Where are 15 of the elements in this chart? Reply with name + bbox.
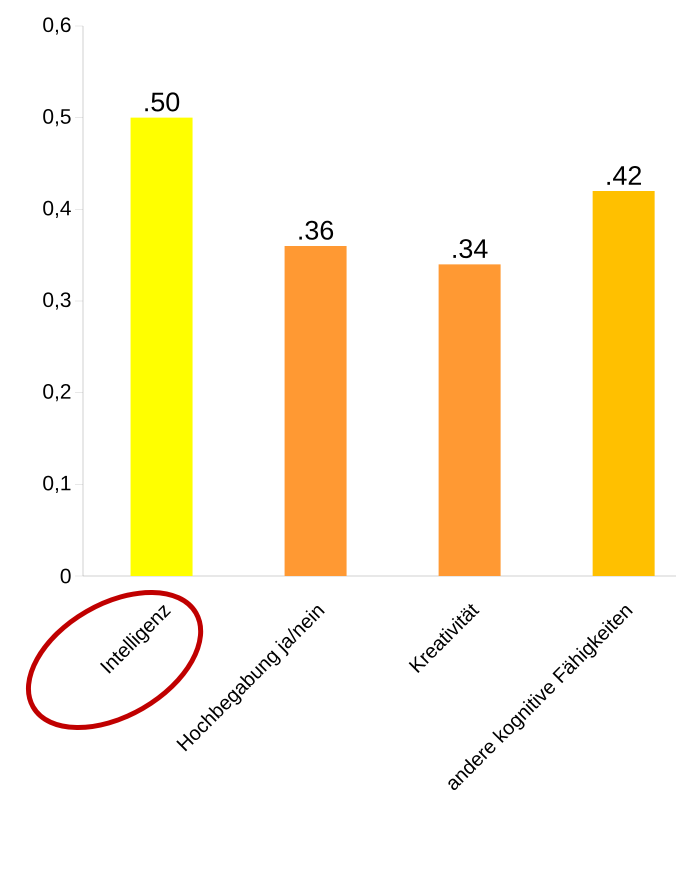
y-tick-label: 0,4 bbox=[43, 200, 71, 218]
y-tick-label: 0,2 bbox=[43, 384, 70, 402]
data-label: .36 bbox=[299, 220, 334, 240]
y-tick-label: 0 bbox=[60, 568, 71, 584]
y-tick-label: 0,1 bbox=[43, 476, 70, 493]
bar bbox=[592, 191, 655, 576]
bar bbox=[284, 246, 347, 576]
y-tick-label: 0,6 bbox=[43, 17, 71, 35]
bar bbox=[438, 264, 501, 576]
bar bbox=[130, 118, 193, 576]
data-label: .42 bbox=[607, 166, 641, 185]
y-tick-label: 0,3 bbox=[43, 292, 71, 310]
data-label: .50 bbox=[145, 92, 180, 112]
data-label: .34 bbox=[453, 239, 488, 258]
y-tick-label: 0,5 bbox=[43, 109, 71, 126]
